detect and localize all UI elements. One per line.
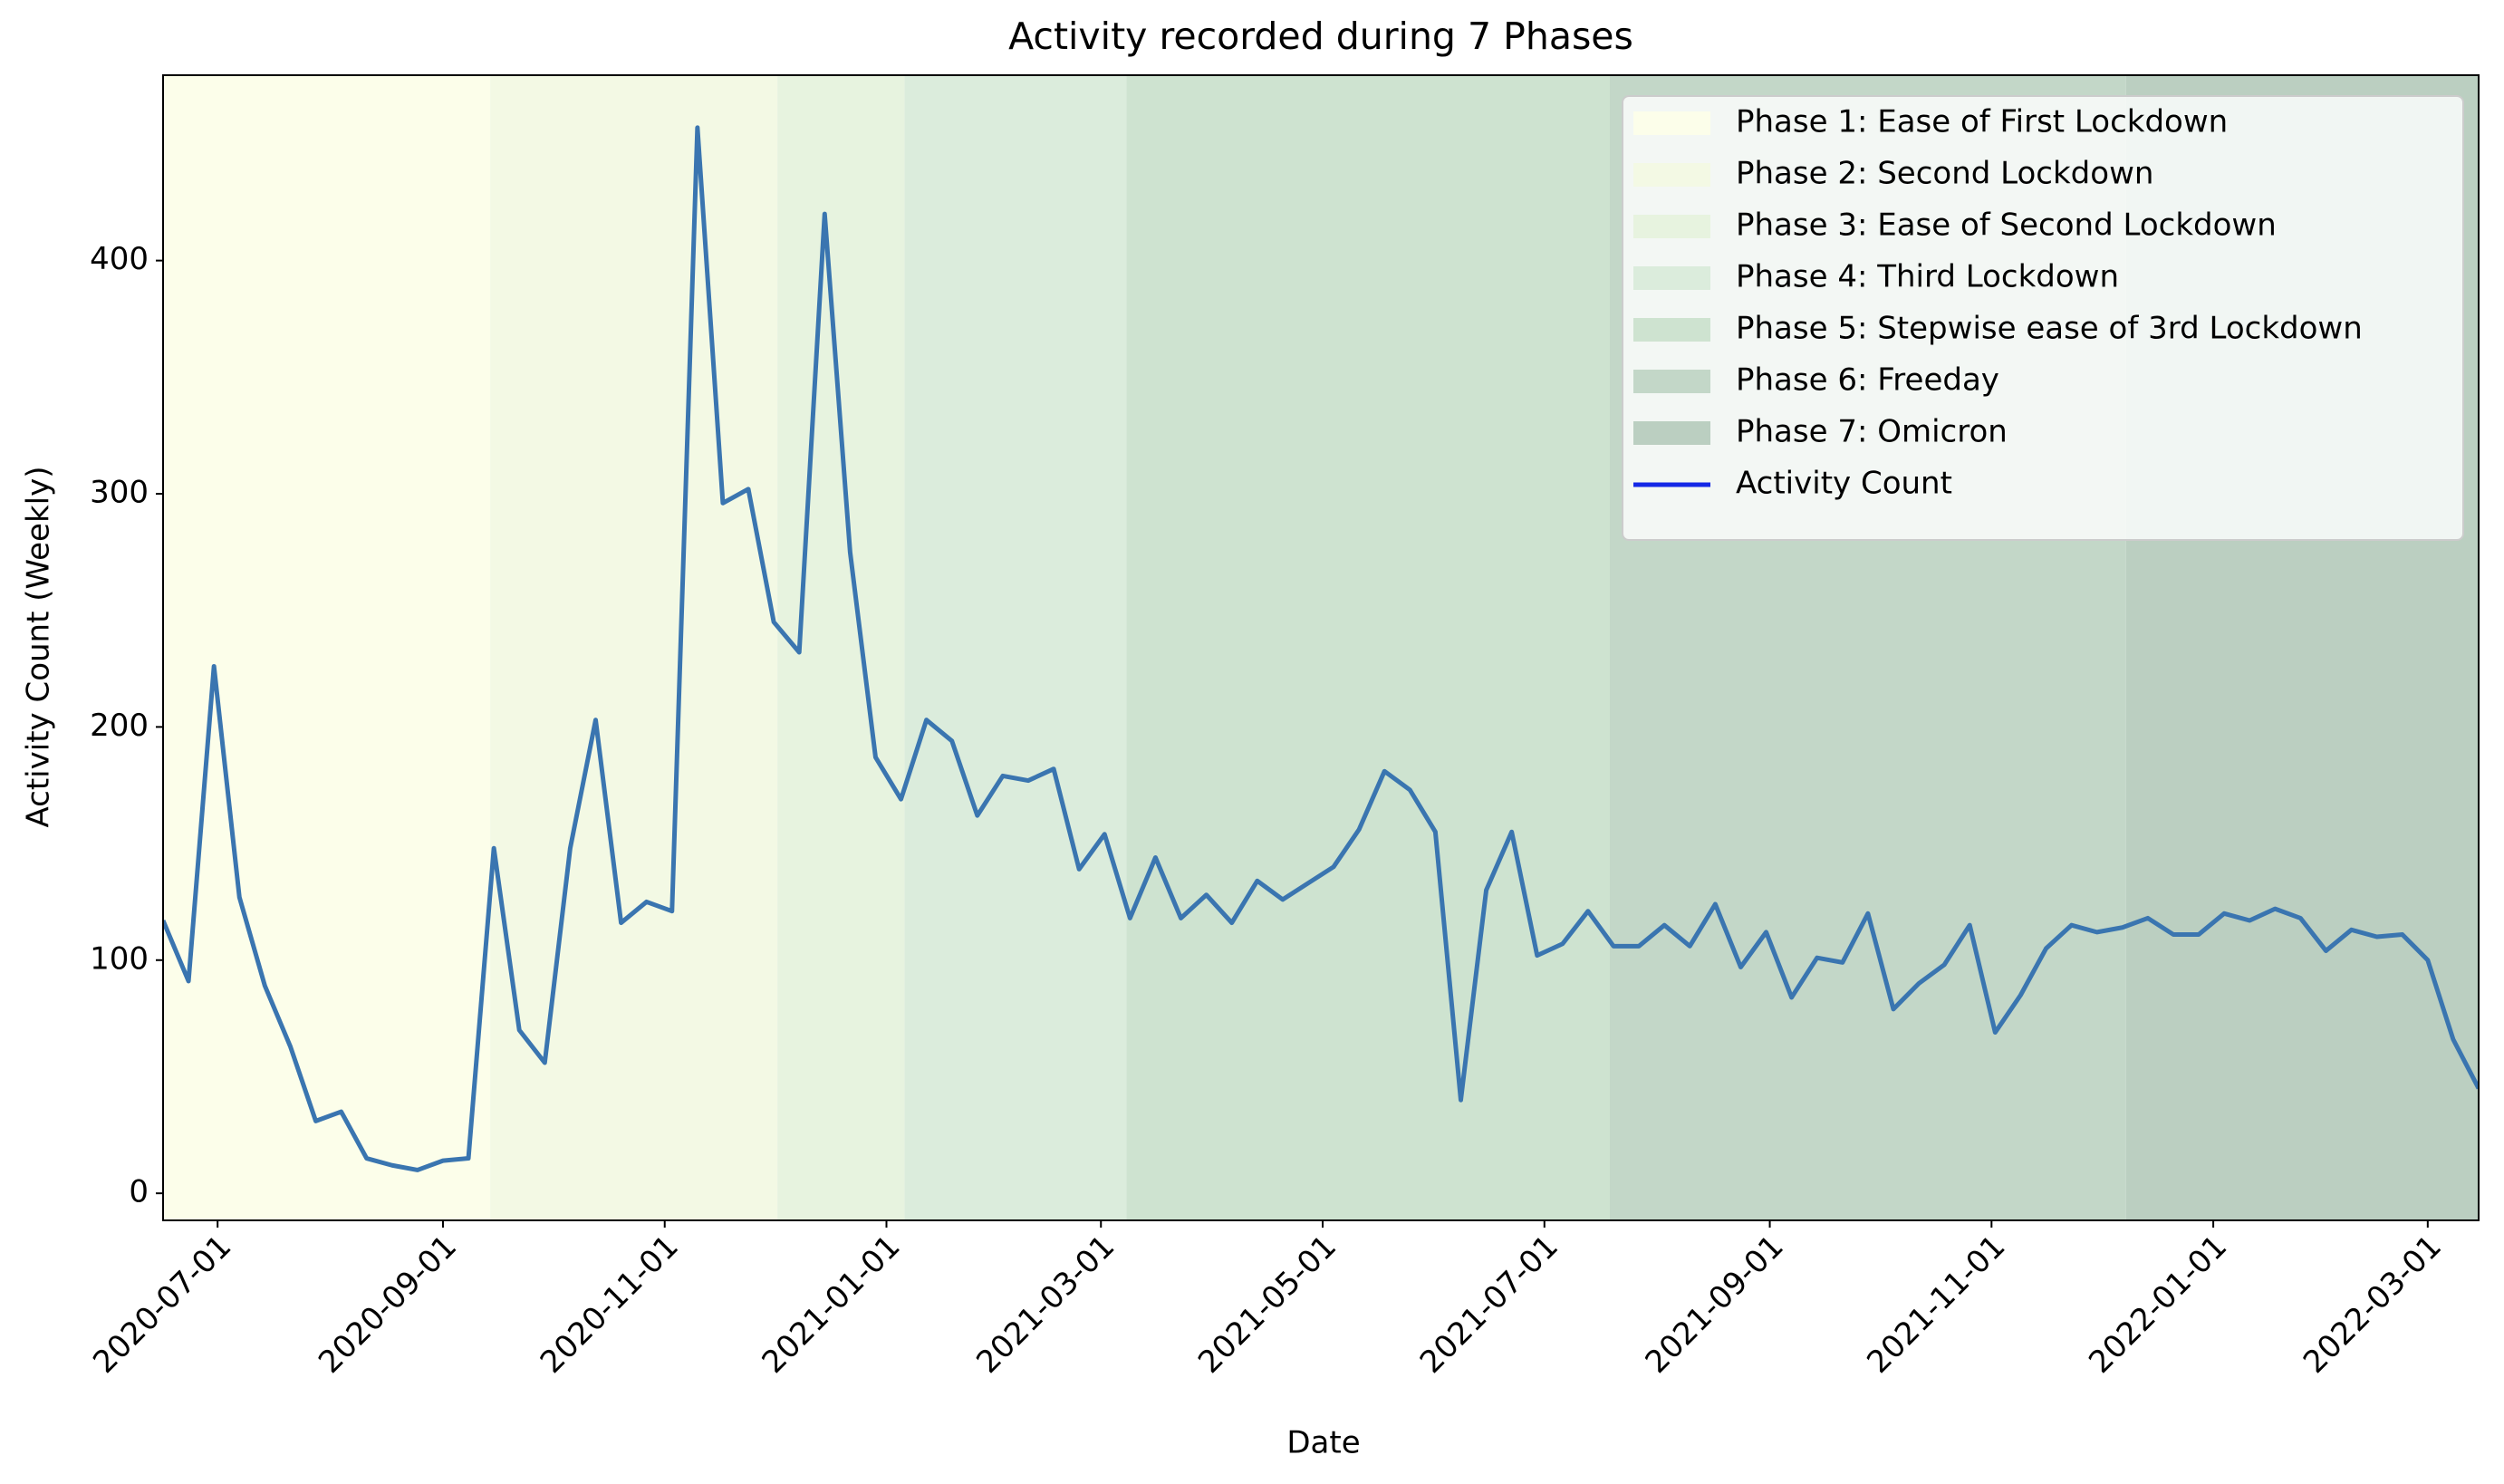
legend-swatch bbox=[1633, 215, 1710, 238]
x-tick-label: 2021-05-01 bbox=[1191, 1229, 1343, 1381]
legend-label: Phase 3: Ease of Second Lockdown bbox=[1736, 207, 2277, 244]
legend-swatch bbox=[1633, 370, 1710, 393]
legend-swatch bbox=[1633, 266, 1710, 290]
x-tick-label: 2022-01-01 bbox=[2082, 1229, 2234, 1381]
legend-label: Phase 7: Omicron bbox=[1736, 414, 2008, 450]
x-tick-label: 2021-01-01 bbox=[756, 1229, 908, 1381]
y-axis-label: Activity Count (Weekly) bbox=[21, 467, 57, 828]
phase-span bbox=[163, 75, 491, 1220]
data-line bbox=[163, 125, 2479, 1172]
axes-frame bbox=[162, 74, 2480, 1221]
y-tick-label: 300 bbox=[90, 474, 149, 510]
plot-area bbox=[163, 75, 2479, 1220]
y-tick-label: 400 bbox=[90, 241, 149, 277]
legend-label: Phase 6: Freeday bbox=[1736, 362, 1999, 399]
x-axis-label: Date bbox=[1286, 1425, 1360, 1461]
phase-span bbox=[490, 75, 778, 1220]
phase-span bbox=[1126, 75, 1610, 1220]
y-tick-label: 200 bbox=[90, 708, 149, 744]
x-tick-label: 2021-11-01 bbox=[1860, 1229, 2012, 1381]
x-tick-label: 2022-03-01 bbox=[2297, 1229, 2449, 1381]
x-tick-label: 2021-07-01 bbox=[1413, 1229, 1565, 1381]
x-tick-label: 2021-03-01 bbox=[969, 1229, 1122, 1381]
y-tick-label: 0 bbox=[129, 1174, 149, 1210]
legend-swatch bbox=[1633, 421, 1710, 445]
x-tick-label: 2020-07-01 bbox=[86, 1229, 238, 1381]
legend-box bbox=[1622, 95, 2464, 541]
chart-title: Activity recorded during 7 Phases bbox=[1008, 14, 1633, 58]
legend-label: Phase 5: Stepwise ease of 3rd Lockdown bbox=[1736, 311, 2363, 347]
phase-span bbox=[904, 75, 1127, 1220]
legend-label: Activity Count bbox=[1736, 466, 1952, 502]
legend-swatch bbox=[1633, 111, 1710, 135]
x-tick-label: 2021-09-01 bbox=[1639, 1229, 1791, 1381]
legend-swatch bbox=[1633, 318, 1710, 342]
legend-label: Phase 1: Ease of First Lockdown bbox=[1736, 104, 2228, 140]
legend-label: Phase 2: Second Lockdown bbox=[1736, 156, 2153, 192]
y-tick-label: 100 bbox=[90, 940, 149, 977]
legend-swatch bbox=[1633, 163, 1710, 187]
legend-label: Phase 4: Third Lockdown bbox=[1736, 259, 2119, 295]
x-tick-label: 2020-09-01 bbox=[312, 1229, 464, 1381]
x-tick-label: 2020-11-01 bbox=[534, 1229, 686, 1381]
